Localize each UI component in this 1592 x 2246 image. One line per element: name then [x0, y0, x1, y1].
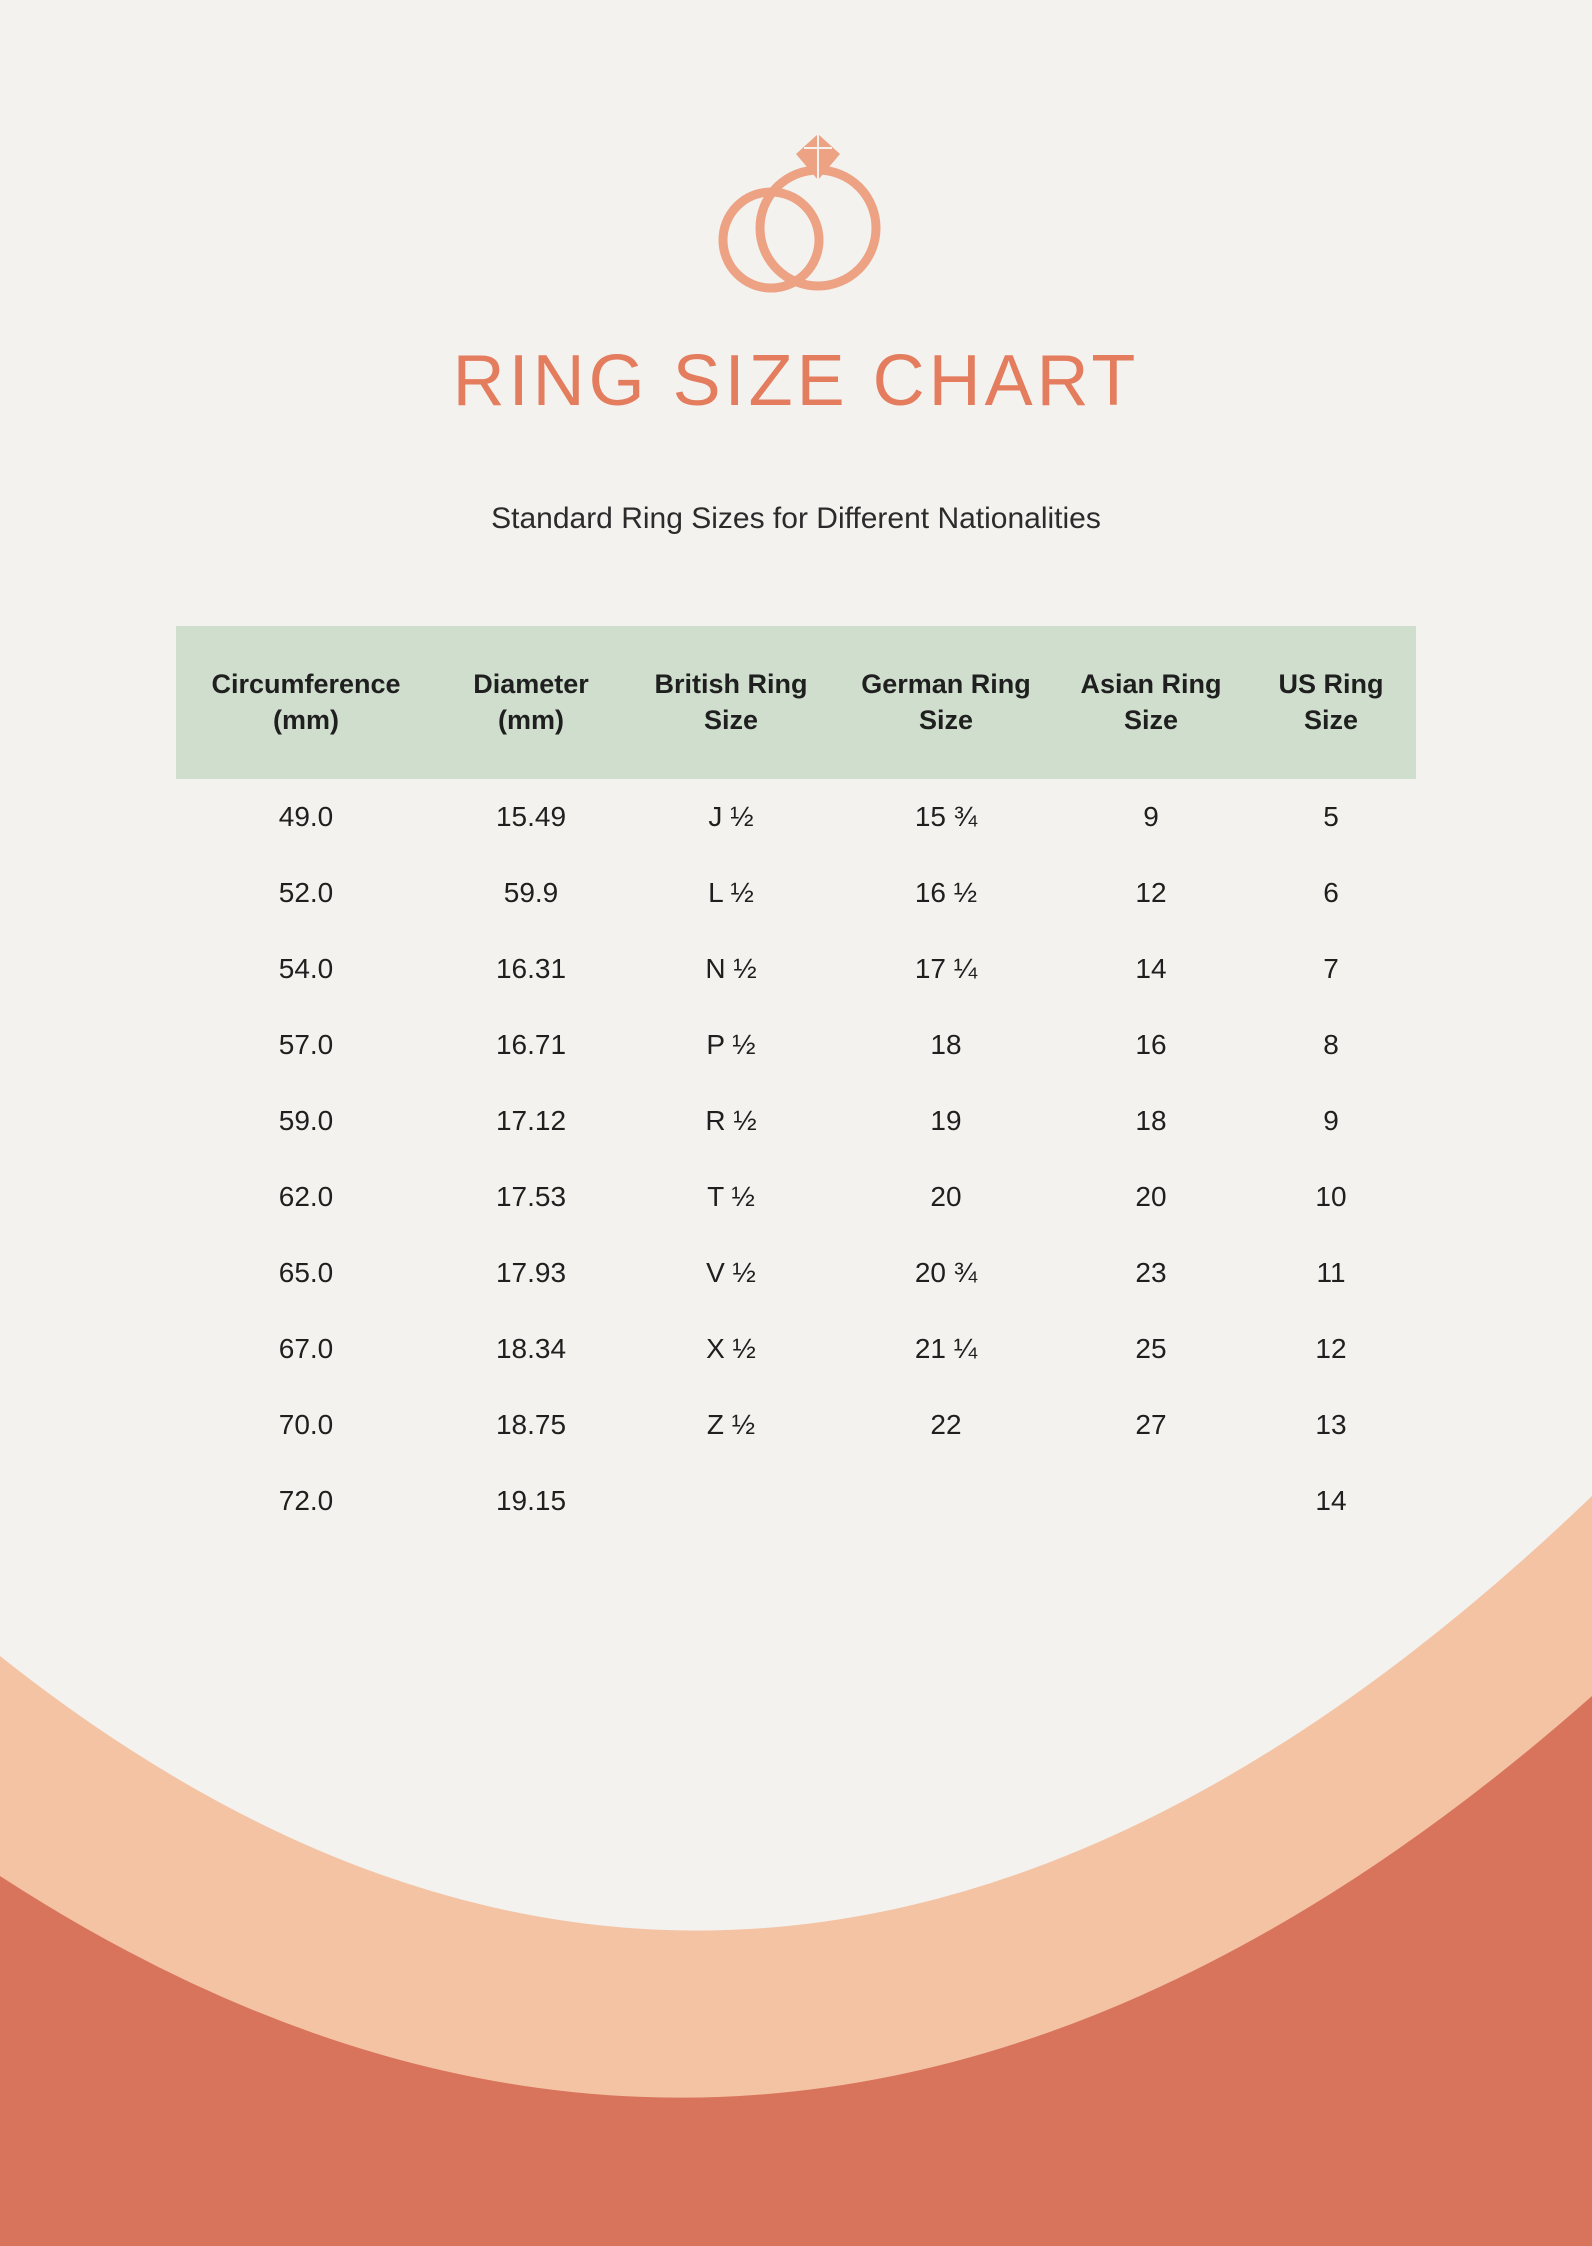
table-cell: 15.49 — [436, 779, 626, 855]
background-swoosh — [0, 1496, 1592, 2246]
table-cell: 20 ¾ — [836, 1235, 1056, 1311]
table-cell: 16 — [1056, 1007, 1246, 1083]
table-cell: 17.12 — [436, 1083, 626, 1159]
ring-left — [723, 192, 819, 288]
table-cell: 16.71 — [436, 1007, 626, 1083]
page-title: RING SIZE CHART — [453, 340, 1140, 422]
table-cell: 14 — [1056, 931, 1246, 1007]
table-cell — [1056, 1463, 1246, 1539]
table-row: 62.017.53T ½202010 — [176, 1159, 1416, 1235]
table-col-header: Circumference (mm) — [176, 626, 436, 779]
table-cell: 49.0 — [176, 779, 436, 855]
table-cell: 15 ¾ — [836, 779, 1056, 855]
content: RING SIZE CHART Standard Ring Sizes for … — [0, 130, 1592, 1539]
table-cell: 72.0 — [176, 1463, 436, 1539]
table-cell: 57.0 — [176, 1007, 436, 1083]
table-cell: 23 — [1056, 1235, 1246, 1311]
table-cell: 19.15 — [436, 1463, 626, 1539]
table-col-header: Asian Ring Size — [1056, 626, 1246, 779]
table-header-row: Circumference (mm)Diameter (mm)British R… — [176, 626, 1416, 779]
ring-size-table: Circumference (mm)Diameter (mm)British R… — [176, 626, 1416, 1539]
table-cell: 16.31 — [436, 931, 626, 1007]
table-cell: V ½ — [626, 1235, 836, 1311]
table-cell: 17 ¼ — [836, 931, 1056, 1007]
table-row: 70.018.75Z ½222713 — [176, 1387, 1416, 1463]
table-col-header: Diameter (mm) — [436, 626, 626, 779]
table-cell: P ½ — [626, 1007, 836, 1083]
table-cell: 62.0 — [176, 1159, 436, 1235]
table-row: 67.018.34X ½21 ¼2512 — [176, 1311, 1416, 1387]
table-cell: 7 — [1246, 931, 1416, 1007]
table-cell: 10 — [1246, 1159, 1416, 1235]
table-cell: N ½ — [626, 931, 836, 1007]
table-row: 59.017.12R ½19189 — [176, 1083, 1416, 1159]
table-row: 57.016.71P ½18168 — [176, 1007, 1416, 1083]
page: RING SIZE CHART Standard Ring Sizes for … — [0, 0, 1592, 2246]
table-cell: 18.75 — [436, 1387, 626, 1463]
table-cell: 18 — [1056, 1083, 1246, 1159]
table-cell: 16 ½ — [836, 855, 1056, 931]
table-cell: 19 — [836, 1083, 1056, 1159]
table-body: 49.015.49J ½15 ¾9552.059.9L ½16 ½12654.0… — [176, 779, 1416, 1539]
table-cell — [626, 1463, 836, 1539]
table-cell: 9 — [1056, 779, 1246, 855]
table-cell: 20 — [1056, 1159, 1246, 1235]
table-cell: 27 — [1056, 1387, 1246, 1463]
table-cell: Z ½ — [626, 1387, 836, 1463]
page-subtitle: Standard Ring Sizes for Different Nation… — [491, 502, 1101, 536]
rings-icon — [696, 130, 896, 300]
table-cell: 18.34 — [436, 1311, 626, 1387]
table-cell: 17.53 — [436, 1159, 626, 1235]
table-cell: 8 — [1246, 1007, 1416, 1083]
table-cell — [836, 1463, 1056, 1539]
table-row: 49.015.49J ½15 ¾95 — [176, 779, 1416, 855]
table-col-header: German Ring Size — [836, 626, 1056, 779]
table-cell: R ½ — [626, 1083, 836, 1159]
table-cell: 52.0 — [176, 855, 436, 931]
table-cell: J ½ — [626, 779, 836, 855]
table-cell: L ½ — [626, 855, 836, 931]
table-cell: 65.0 — [176, 1235, 436, 1311]
table-row: 52.059.9L ½16 ½126 — [176, 855, 1416, 931]
table-row: 65.017.93V ½20 ¾2311 — [176, 1235, 1416, 1311]
table-row: 54.016.31N ½17 ¼147 — [176, 931, 1416, 1007]
table-cell: 21 ¼ — [836, 1311, 1056, 1387]
table-cell: X ½ — [626, 1311, 836, 1387]
table-cell: 20 — [836, 1159, 1056, 1235]
table-cell: 13 — [1246, 1387, 1416, 1463]
table-header: Circumference (mm)Diameter (mm)British R… — [176, 626, 1416, 779]
table-col-header: US Ring Size — [1246, 626, 1416, 779]
table-col-header: British Ring Size — [626, 626, 836, 779]
table-cell: 22 — [836, 1387, 1056, 1463]
table-cell: 25 — [1056, 1311, 1246, 1387]
table-cell: 59.0 — [176, 1083, 436, 1159]
table-cell: 5 — [1246, 779, 1416, 855]
table-cell: 12 — [1246, 1311, 1416, 1387]
table-cell: T ½ — [626, 1159, 836, 1235]
table-cell: 6 — [1246, 855, 1416, 931]
table-cell: 12 — [1056, 855, 1246, 931]
table-cell: 70.0 — [176, 1387, 436, 1463]
table-cell: 17.93 — [436, 1235, 626, 1311]
table-cell: 59.9 — [436, 855, 626, 931]
table-cell: 67.0 — [176, 1311, 436, 1387]
table-cell: 11 — [1246, 1235, 1416, 1311]
table-cell: 54.0 — [176, 931, 436, 1007]
table-cell: 14 — [1246, 1463, 1416, 1539]
table-cell: 18 — [836, 1007, 1056, 1083]
table-row: 72.019.15 14 — [176, 1463, 1416, 1539]
table-cell: 9 — [1246, 1083, 1416, 1159]
